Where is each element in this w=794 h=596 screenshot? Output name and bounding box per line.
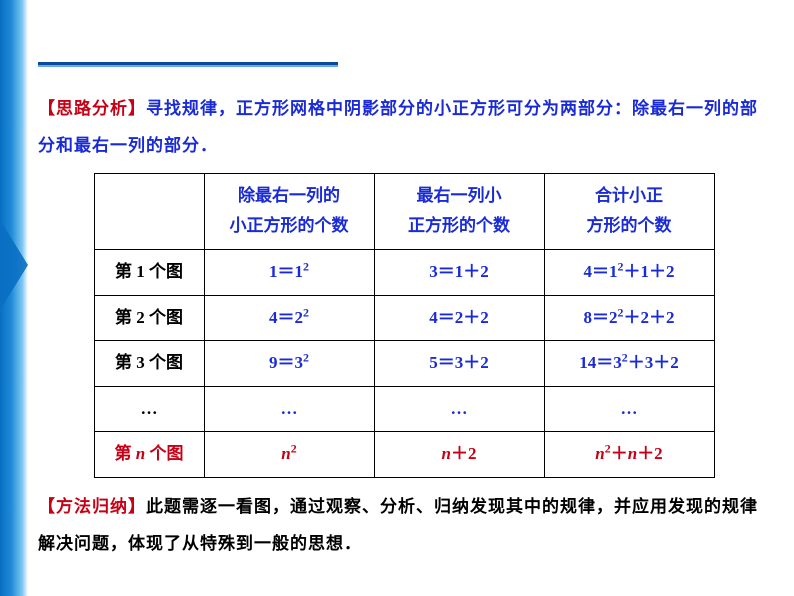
method-text: 此题需逐一看图，通过观察、分析、归纳发现其中的规律，并应用发现的规律解决问题，体… — [38, 497, 758, 553]
cell: n2＋n＋2 — [544, 432, 714, 478]
cell: 4＝2＋2 — [374, 295, 544, 341]
cell: 3＝1＋2 — [374, 249, 544, 295]
row-label-dots: … — [94, 386, 204, 432]
table-header-blank — [94, 173, 204, 249]
analysis-text: 寻找规律，正方形网格中阴影部分的小正方形可分为两部分：除最右一列的部分和最右一列… — [38, 99, 758, 155]
table-row: … … … … — [94, 386, 714, 432]
analysis-paragraph: 【思路分析】寻找规律，正方形网格中阴影部分的小正方形可分为两部分：除最右一列的部… — [38, 90, 770, 165]
cell: 4＝22 — [204, 295, 374, 341]
cell: n＋2 — [374, 432, 544, 478]
content-area: 【思路分析】寻找规律，正方形网格中阴影部分的小正方形可分为两部分：除最右一列的部… — [38, 90, 770, 563]
cell: n2 — [204, 432, 374, 478]
data-table: 除最右一列的小正方形的个数 最右一列小正方形的个数 合计小正方形的个数 第 1 … — [94, 173, 715, 478]
row-label-3: 第 3 个图 — [94, 341, 204, 387]
table-row: 第 n 个图 n2 n＋2 n2＋n＋2 — [94, 432, 714, 478]
row-label-2: 第 2 个图 — [94, 295, 204, 341]
table-header-row: 除最右一列的小正方形的个数 最右一列小正方形的个数 合计小正方形的个数 — [94, 173, 714, 249]
table-row: 第 2 个图 4＝22 4＝2＋2 8＝22＋2＋2 — [94, 295, 714, 341]
cell: 4＝12＋1＋2 — [544, 249, 714, 295]
table-row: 第 3 个图 9＝32 5＝3＋2 14＝32＋3＋2 — [94, 341, 714, 387]
left-triangle-icon — [0, 220, 28, 310]
table-header-col1: 除最右一列的小正方形的个数 — [204, 173, 374, 249]
method-label: 【方法归纳】 — [38, 497, 146, 516]
row-label-n: 第 n 个图 — [94, 432, 204, 478]
method-paragraph: 【方法归纳】此题需逐一看图，通过观察、分析、归纳发现其中的规律，并应用发现的规律… — [38, 488, 770, 563]
slide: 【思路分析】寻找规律，正方形网格中阴影部分的小正方形可分为两部分：除最右一列的部… — [0, 0, 794, 596]
table-header-col2: 最右一列小正方形的个数 — [374, 173, 544, 249]
cell: 1＝12 — [204, 249, 374, 295]
cell: 8＝22＋2＋2 — [544, 295, 714, 341]
table-row: 第 1 个图 1＝12 3＝1＋2 4＝12＋1＋2 — [94, 249, 714, 295]
title-underline — [38, 62, 338, 67]
cell: 5＝3＋2 — [374, 341, 544, 387]
cell: … — [374, 386, 544, 432]
cell: … — [204, 386, 374, 432]
analysis-label: 【思路分析】 — [38, 99, 146, 118]
cell: 9＝32 — [204, 341, 374, 387]
cell: … — [544, 386, 714, 432]
cell: 14＝32＋3＋2 — [544, 341, 714, 387]
table-header-col3: 合计小正方形的个数 — [544, 173, 714, 249]
row-label-1: 第 1 个图 — [94, 249, 204, 295]
